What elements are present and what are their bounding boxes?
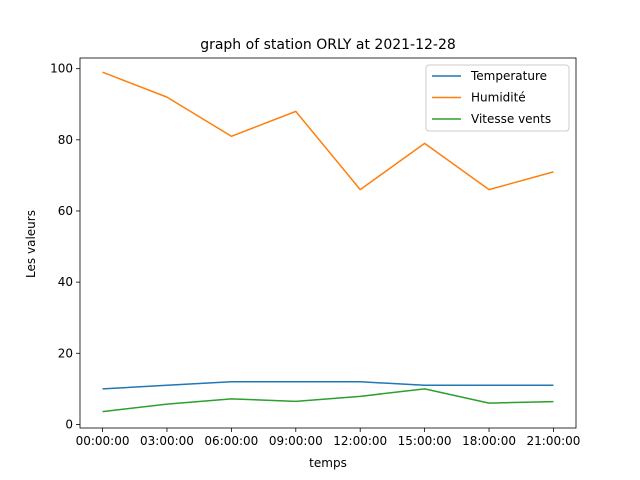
legend-box: [425, 64, 570, 132]
legend: Temperature Humidité Vitesse vents: [425, 64, 570, 132]
series-line-2: [102, 388, 554, 413]
y-tick-label: 0: [65, 417, 73, 431]
y-tick-label: 80: [58, 133, 73, 147]
plot-area: 00:00:00 03:00:00 06:00:00 09:00:00 12:00:00…: [50, 57, 581, 448]
x-tick-label: 15:00:00: [398, 434, 452, 448]
x-tick-label: 00:00:00: [76, 434, 130, 448]
x-tick-label: 12:00:00: [333, 434, 387, 448]
legend-label: Humidité: [471, 91, 526, 105]
chart-title: graph of station ORLY at 2021-12-28: [200, 37, 456, 53]
axes-frame: [79, 57, 577, 429]
y-tick-label: 60: [58, 204, 73, 218]
series-line-1: [102, 71, 554, 191]
y-axis-title: Les valeurs: [24, 210, 38, 278]
x-tick-label: 21:00:00: [527, 434, 581, 448]
y-tick-label: 40: [58, 275, 73, 289]
series-line-0: [102, 381, 554, 390]
y-tick-label: 100: [50, 62, 73, 76]
x-axis-title: temps: [309, 456, 347, 470]
x-tick-label: 03:00:00: [140, 434, 194, 448]
x-tick-label: 18:00:00: [462, 434, 516, 448]
x-tick-label: 09:00:00: [269, 434, 323, 448]
legend-label: Temperature: [470, 69, 547, 83]
x-tick-label: 06:00:00: [204, 434, 258, 448]
legend-label: Vitesse vents: [471, 112, 551, 126]
y-tick-label: 20: [58, 346, 73, 360]
